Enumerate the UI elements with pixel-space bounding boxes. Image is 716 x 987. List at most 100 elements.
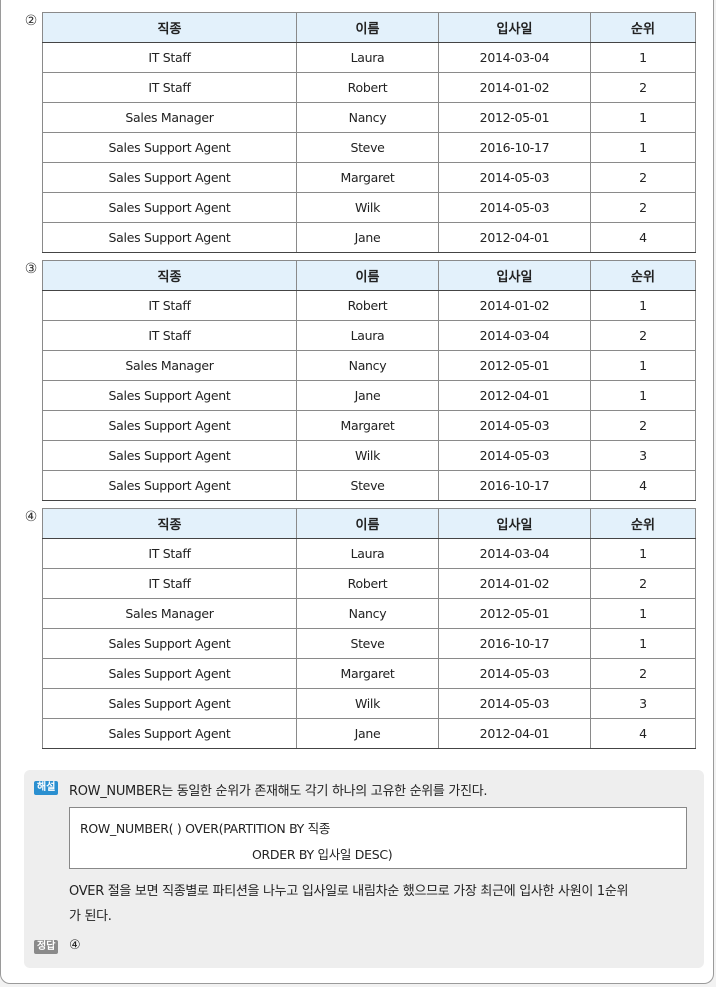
cell-rank: 1 [590,132,696,163]
table-row: Sales Support Agent Jane 2012-04-01 1 [42,380,696,411]
cell-name: Wilk [296,688,439,719]
code-box: ROW_NUMBER( ) OVER(PARTITION BY 직종 ORDER… [69,807,687,869]
cell-job: Sales Manager [42,350,297,381]
cell-job: Sales Support Agent [42,222,297,253]
column-header-hire-date: 입사일 [438,508,591,539]
cell-name: Margaret [296,162,439,193]
cell-name: Laura [296,42,439,73]
table-row: Sales Support Agent Jane 2012-04-01 4 [42,718,696,749]
cell-name: Jane [296,718,439,749]
cell-job: IT Staff [42,538,297,569]
table-body: IT Staff Laura 2014-03-04 1 IT Staff Robert 20… [42,42,696,253]
code-line-2: ORDER BY 입사일 DESC) [252,847,393,862]
cell-job: IT Staff [42,568,297,599]
result-table-option-3: 직종 이름 입사일 순위 IT Staff Robert 2014-01-02 1 IT… [42,260,696,501]
cell-job: Sales Manager [42,102,297,133]
cell-rank: 4 [590,222,696,253]
cell-name: Laura [296,320,439,351]
cell-rank: 4 [590,718,696,749]
cell-rank: 1 [590,102,696,133]
column-header-hire-date: 입사일 [438,260,591,291]
table-row: Sales Manager Nancy 2012-05-01 1 [42,102,696,133]
cell-hire-date: 2014-05-03 [438,162,591,193]
table-row: Sales Support Agent Margaret 2014-05-03 2 [42,658,696,689]
explanation-body-line-1: OVER 절을 보면 직종별로 파티션을 나누고 입사일로 내림차순 했으므로 … [69,884,629,899]
explanation-intro: ROW_NUMBER는 동일한 순위가 존재해도 각기 하나의 고유한 순위를 … [69,784,488,799]
cell-name: Nancy [296,350,439,381]
table-row: IT Staff Laura 2014-03-04 1 [42,42,696,73]
cell-job: Sales Support Agent [42,410,297,441]
cell-hire-date: 2014-05-03 [438,658,591,689]
cell-job: IT Staff [42,42,297,73]
cell-hire-date: 2012-04-01 [438,380,591,411]
table-row: Sales Support Agent Wilk 2014-05-03 3 [42,440,696,471]
cell-name: Nancy [296,102,439,133]
cell-job: Sales Support Agent [42,628,297,659]
cell-rank: 1 [590,290,696,321]
explanation-body-line-2: 가 된다. [69,909,112,924]
cell-hire-date: 2016-10-17 [438,628,591,659]
column-header-name: 이름 [296,12,439,43]
cell-hire-date: 2012-05-01 [438,102,591,133]
cell-name: Laura [296,538,439,569]
cell-rank: 2 [590,658,696,689]
cell-hire-date: 2014-05-03 [438,688,591,719]
cell-job: Sales Support Agent [42,658,297,689]
table-row: IT Staff Robert 2014-01-02 2 [42,568,696,599]
cell-name: Steve [296,628,439,659]
cell-rank: 3 [590,688,696,719]
table-body: IT Staff Robert 2014-01-02 1 IT Staff Laura 20… [42,290,696,501]
cell-job: IT Staff [42,320,297,351]
cell-hire-date: 2014-03-04 [438,320,591,351]
cell-hire-date: 2012-04-01 [438,222,591,253]
cell-job: Sales Support Agent [42,132,297,163]
table-row: IT Staff Laura 2014-03-04 1 [42,538,696,569]
cell-name: Margaret [296,658,439,689]
cell-rank: 1 [590,42,696,73]
cell-rank: 4 [590,470,696,501]
cell-hire-date: 2016-10-17 [438,470,591,501]
cell-job: Sales Support Agent [42,162,297,193]
option-label: ④ [24,509,38,525]
cell-name: Robert [296,568,439,599]
answer-badge: 정답 [34,940,59,954]
cell-name: Nancy [296,598,439,629]
cell-name: Steve [296,470,439,501]
cell-name: Margaret [296,410,439,441]
cell-rank: 1 [590,538,696,569]
cell-job: Sales Manager [42,598,297,629]
table-row: Sales Support Agent Steve 2016-10-17 1 [42,628,696,659]
cell-name: Wilk [296,192,439,223]
cell-job: Sales Support Agent [42,718,297,749]
cell-job: Sales Support Agent [42,470,297,501]
cell-hire-date: 2014-01-02 [438,72,591,103]
cell-hire-date: 2016-10-17 [438,132,591,163]
table-row: IT Staff Robert 2014-01-02 2 [42,72,696,103]
table-row: IT Staff Laura 2014-03-04 2 [42,320,696,351]
option-label: ② [24,13,38,29]
column-header-job: 직종 [42,260,297,291]
table-row: Sales Support Agent Wilk 2014-05-03 3 [42,688,696,719]
cell-hire-date: 2014-01-02 [438,568,591,599]
option-label: ③ [24,261,38,277]
answer-value: ④ [69,938,81,953]
table-row: Sales Support Agent Steve 2016-10-17 4 [42,470,696,501]
cell-job: Sales Support Agent [42,192,297,223]
table-row: Sales Support Agent Steve 2016-10-17 1 [42,132,696,163]
cell-hire-date: 2012-05-01 [438,350,591,381]
cell-rank: 3 [590,440,696,471]
cell-hire-date: 2014-05-03 [438,440,591,471]
cell-name: Jane [296,380,439,411]
column-header-name: 이름 [296,508,439,539]
column-header-job: 직종 [42,508,297,539]
cell-job: Sales Support Agent [42,380,297,411]
cell-rank: 2 [590,410,696,441]
code-line-1: ROW_NUMBER( ) OVER(PARTITION BY 직종 [80,821,331,836]
result-table-option-2: 직종 이름 입사일 순위 IT Staff Laura 2014-03-04 1 IT … [42,12,696,253]
cell-hire-date: 2014-03-04 [438,538,591,569]
table-header-row: 직종 이름 입사일 순위 [42,508,696,539]
cell-job: IT Staff [42,72,297,103]
table-body: IT Staff Laura 2014-03-04 1 IT Staff Robert 20… [42,538,696,749]
table-row: Sales Manager Nancy 2012-05-01 1 [42,350,696,381]
